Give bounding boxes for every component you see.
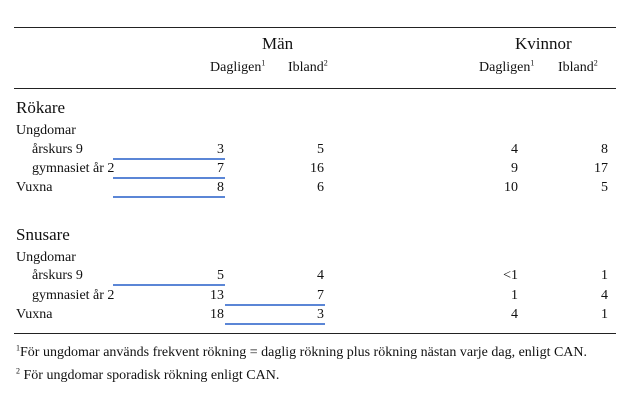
cell-men-daily: 13 xyxy=(210,288,224,303)
row-label: gymnasiet år 2 xyxy=(32,288,115,303)
cell-women-daily: 9 xyxy=(511,161,518,176)
cell-women-sometimes: 8 xyxy=(601,142,608,157)
row-label: årskurs 9 xyxy=(32,268,83,283)
row-label: årskurs 9 xyxy=(32,142,83,157)
highlight-underline xyxy=(225,304,325,306)
header-men-daily: Dagligen1 xyxy=(210,58,266,75)
cell-men-sometimes: 6 xyxy=(317,180,324,195)
cell-women-daily: 4 xyxy=(511,307,518,322)
header-women: Kvinnor xyxy=(515,34,572,53)
cell-women-sometimes: 1 xyxy=(601,268,608,283)
highlight-underline xyxy=(113,284,225,286)
row-label: Vuxna xyxy=(16,307,53,322)
cell-women-sometimes: 4 xyxy=(601,288,608,303)
group-label: Ungdomar xyxy=(16,123,76,138)
cell-men-sometimes: 16 xyxy=(310,161,324,176)
section-title-snuff-users: Snusare xyxy=(16,225,70,244)
cell-men-daily: 18 xyxy=(210,307,224,322)
cell-women-sometimes: 1 xyxy=(601,307,608,322)
highlight-underline xyxy=(225,323,325,325)
row-label: Vuxna xyxy=(16,180,53,195)
cell-men-sometimes: 4 xyxy=(317,268,324,283)
header-women-sometimes: Ibland2 xyxy=(558,58,598,75)
cell-women-sometimes: 5 xyxy=(601,180,608,195)
table-bottom-rule xyxy=(14,333,616,334)
cell-men-sometimes: 7 xyxy=(317,288,324,303)
cell-men-sometimes: 5 xyxy=(317,142,324,157)
highlight-underline xyxy=(113,196,225,198)
header-bottom-rule xyxy=(14,88,616,89)
header-men-sometimes: Ibland2 xyxy=(288,58,328,75)
cell-women-sometimes: 17 xyxy=(594,161,608,176)
cell-men-daily: 5 xyxy=(217,268,224,283)
header-men: Män xyxy=(262,34,294,53)
highlight-underline xyxy=(113,158,225,160)
footnote-mark: 2 xyxy=(16,366,20,376)
cell-men-daily: 3 xyxy=(217,142,224,157)
table-top-rule xyxy=(14,27,616,28)
footnote-mark: 1 xyxy=(16,343,20,353)
row-label: gymnasiet år 2 xyxy=(32,161,115,176)
header-women-daily: Dagligen1 xyxy=(479,58,535,75)
highlight-underline xyxy=(113,177,225,179)
cell-women-daily: 4 xyxy=(511,142,518,157)
cell-men-daily: 8 xyxy=(217,180,224,195)
cell-women-daily: 10 xyxy=(504,180,518,195)
cell-women-daily: <1 xyxy=(503,268,518,283)
group-label: Ungdomar xyxy=(16,250,76,265)
footnote-1: 1För ungdomar används frekvent rökning =… xyxy=(16,343,588,360)
cell-men-daily: 7 xyxy=(217,161,224,176)
section-title-smokers: Rökare xyxy=(16,98,66,117)
footnote-2: 2 För ungdomar sporadisk rökning enligt … xyxy=(16,366,280,383)
cell-women-daily: 1 xyxy=(511,288,518,303)
cell-men-sometimes: 3 xyxy=(317,307,324,322)
